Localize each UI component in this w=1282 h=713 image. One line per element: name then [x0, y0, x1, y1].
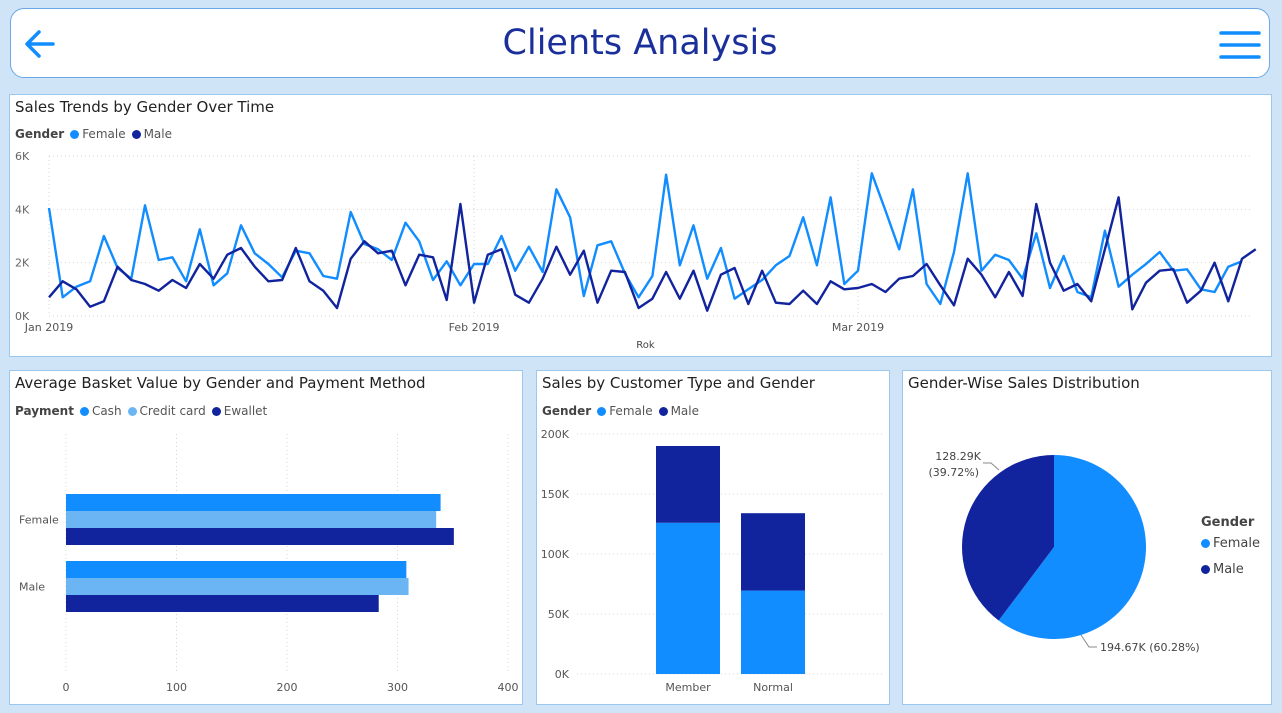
legend-title: Gender [1201, 515, 1255, 530]
chart-title: Sales by Customer Type and Gender [542, 374, 815, 392]
chart-legend: Payment Cash Credit card Ewallet [15, 404, 273, 418]
data-label-female: 194.67K (60.28%) [1100, 641, 1200, 654]
legend-label: Female [82, 127, 126, 141]
arrow-left-icon[interactable] [23, 27, 57, 61]
hamburger-menu-icon[interactable] [1219, 29, 1261, 61]
line-chart: 0K 2K 4K 6K Jan 2019 Feb 2019 Mar 2019 Rok [15, 150, 1257, 351]
legend-title: Payment [15, 404, 74, 418]
chart-title: Gender-Wise Sales Distribution [908, 374, 1140, 392]
x-tick-label: Mar 2019 [832, 321, 884, 334]
bar-male-credit-card [66, 578, 409, 595]
sales-trends-panel: Sales Trends by Gender Over Time Gender … [9, 94, 1272, 357]
legend-title: Gender [15, 127, 65, 141]
chart-legend: Gender Female Male [542, 404, 705, 418]
legend-dot [597, 406, 607, 416]
category-label: Normal [753, 681, 793, 694]
y-tick-label: 50K [548, 608, 570, 621]
legend-item-credit-card[interactable]: Credit card [127, 404, 206, 418]
customer-type-panel: Sales by Customer Type and Gender Gender… [536, 370, 890, 705]
x-axis-label: Rok [636, 340, 655, 351]
legend-item-male[interactable]: Male [1201, 562, 1260, 577]
bar-normal-female [741, 590, 805, 674]
bar-male-ewallet [66, 595, 379, 612]
bar-female-cash [66, 494, 441, 511]
category-label: Male [19, 581, 45, 594]
page-title: Clients Analysis [502, 23, 778, 63]
legend-dot [70, 129, 80, 139]
x-tick-label: 400 [498, 681, 519, 694]
legend-dot [79, 406, 89, 416]
x-tick-label: 300 [387, 681, 408, 694]
legend-label: Male [1213, 562, 1244, 577]
x-tick-label: 200 [277, 681, 298, 694]
y-tick-label: 0K [555, 668, 570, 681]
legend-item-cash[interactable]: Cash [79, 404, 122, 418]
legend-dot [211, 406, 221, 416]
data-label-male: 128.29K [935, 450, 981, 463]
legend-item-female[interactable]: Female [70, 127, 126, 141]
legend-dot [127, 406, 137, 416]
legend-label: Credit card [139, 404, 206, 418]
x-tick-label: Jan 2019 [24, 321, 73, 334]
x-tick-label: 100 [166, 681, 187, 694]
legend-item-male[interactable]: Male [131, 127, 173, 141]
legend-dot [131, 129, 141, 139]
series-line-male [48, 196, 1257, 312]
bar-female-credit-card [66, 511, 437, 528]
x-tick-label: 0 [63, 681, 70, 694]
legend-dot [1201, 539, 1210, 548]
category-label: Female [19, 514, 59, 527]
legend-label: Male [670, 404, 700, 418]
bar-member-male [656, 446, 720, 523]
pie-slice-male [961, 455, 1054, 621]
legend-label: Cash [91, 404, 122, 418]
data-label-male-pct: (39.72%) [928, 466, 979, 479]
x-tick-label: Feb 2019 [449, 321, 500, 334]
category-label: Member [665, 681, 711, 694]
stacked-column-chart: 0K 50K 100K 150K 200K Member Normal [541, 428, 882, 694]
pie-legend: Gender Female Male [1201, 515, 1260, 577]
pie-slice-female [998, 455, 1146, 639]
legend-item-female[interactable]: Female [597, 404, 653, 418]
header-bar: Clients Analysis [10, 8, 1270, 78]
leader-line [1080, 634, 1097, 648]
gender-distribution-panel: Gender-Wise Sales Distribution 194.67K (… [902, 370, 1272, 705]
chart-legend: Gender Female Male [15, 127, 178, 141]
legend-label: Female [609, 404, 653, 418]
legend-item-female[interactable]: Female [1201, 536, 1260, 551]
y-tick-label: 6K [15, 150, 30, 163]
y-tick-label: 4K [15, 203, 30, 216]
horizontal-bar-chart: 0 100 200 300 400 Female Male [19, 434, 519, 694]
y-tick-label: 100K [541, 548, 570, 561]
y-tick-label: 2K [15, 257, 30, 270]
bar-female-ewallet [66, 528, 454, 545]
basket-value-panel: Average Basket Value by Gender and Payme… [9, 370, 523, 705]
y-tick-label: 150K [541, 488, 570, 501]
y-tick-label: 0K [15, 310, 30, 323]
chart-title: Average Basket Value by Gender and Payme… [15, 374, 426, 392]
legend-title: Gender [542, 404, 592, 418]
chart-title: Sales Trends by Gender Over Time [15, 98, 275, 116]
y-tick-label: 200K [541, 428, 570, 441]
legend-label: Ewallet [223, 404, 268, 418]
legend-label: Female [1213, 536, 1261, 551]
pie-chart: 194.67K (60.28%) 128.29K (39.72%) [928, 450, 1200, 654]
bar-normal-male [741, 513, 805, 591]
leader-line [983, 462, 1000, 471]
legend-item-male[interactable]: Male [658, 404, 700, 418]
series-line-female [47, 172, 1243, 306]
bar-member-female [656, 522, 720, 674]
legend-dot [1201, 565, 1210, 574]
bar-male-cash [66, 561, 407, 578]
legend-label: Male [143, 127, 173, 141]
legend-item-ewallet[interactable]: Ewallet [211, 404, 268, 418]
legend-dot [658, 406, 668, 416]
